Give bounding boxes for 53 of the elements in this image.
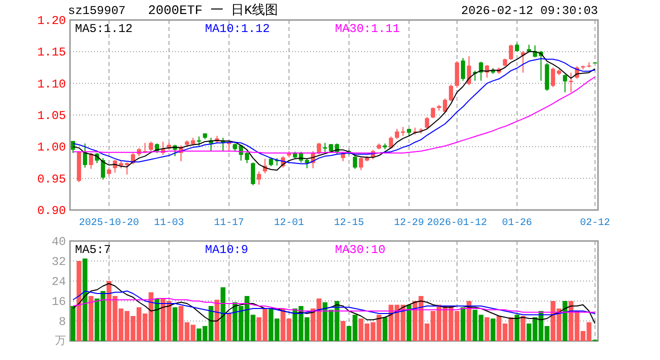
bar bbox=[82, 258, 88, 341]
bar bbox=[520, 316, 526, 341]
bar bbox=[466, 301, 472, 341]
y-tick-label: 1.10 bbox=[37, 77, 66, 92]
x-tick-label: 12-15 bbox=[334, 218, 364, 229]
text: MA30:10 bbox=[335, 243, 386, 257]
text: MA5:1.12 bbox=[75, 22, 133, 36]
line-series bbox=[72, 298, 596, 313]
bar bbox=[490, 318, 496, 341]
bar bbox=[214, 300, 220, 341]
x-tick-label: 01-26 bbox=[502, 218, 532, 229]
line-series bbox=[72, 283, 596, 324]
x-tick-label: 12-29 bbox=[394, 218, 424, 229]
bar bbox=[460, 307, 466, 341]
y-tick-label: 8 bbox=[58, 315, 66, 329]
y-tick-label: 0.95 bbox=[37, 172, 66, 186]
text: 2026-02-12 09:30:03 bbox=[461, 4, 598, 18]
y-tick-label: 32 bbox=[52, 255, 66, 269]
bar bbox=[154, 298, 160, 341]
y-tick-label: 24 bbox=[52, 275, 66, 289]
bar bbox=[340, 321, 346, 341]
x-tick-label: 02-12 bbox=[580, 218, 610, 229]
x-tick-label: 11-03 bbox=[154, 218, 184, 229]
bar bbox=[382, 317, 388, 341]
bar bbox=[226, 314, 232, 341]
y-tick-label: 40 bbox=[52, 235, 66, 249]
y-tick-label: 0.90 bbox=[37, 204, 66, 218]
text: MA10:9 bbox=[205, 243, 248, 257]
x-tick-label: 2025-10-20 bbox=[78, 218, 140, 229]
line-series bbox=[72, 290, 596, 316]
bar bbox=[514, 314, 520, 341]
bar bbox=[76, 261, 82, 341]
bar bbox=[406, 304, 412, 341]
y-tick-label: 1.15 bbox=[37, 46, 66, 60]
bar bbox=[220, 287, 226, 341]
y-axis-title: 万 bbox=[55, 335, 66, 348]
y-tick-label: 16 bbox=[52, 295, 66, 309]
bar bbox=[484, 317, 490, 341]
chart-subtitle: sz159907 bbox=[68, 4, 126, 18]
x-tick-label: 11-17 bbox=[214, 218, 244, 229]
y-tick-label: 1.05 bbox=[37, 109, 66, 123]
x-tick-label: 12-01 bbox=[274, 218, 304, 229]
chart-title: 2000ETF 一 日K线图 bbox=[148, 3, 278, 18]
bar bbox=[70, 306, 76, 341]
text: MA10:1.12 bbox=[205, 22, 270, 36]
x-tick-label: 2026-01-12 bbox=[426, 218, 488, 229]
text: MA5:7 bbox=[75, 243, 112, 257]
bar bbox=[172, 307, 178, 341]
text: MA30:1.11 bbox=[335, 22, 400, 36]
y-tick-label: 1.20 bbox=[37, 14, 66, 28]
y-tick-label: 1.00 bbox=[37, 140, 66, 155]
bar bbox=[88, 296, 94, 341]
bar bbox=[562, 301, 568, 341]
